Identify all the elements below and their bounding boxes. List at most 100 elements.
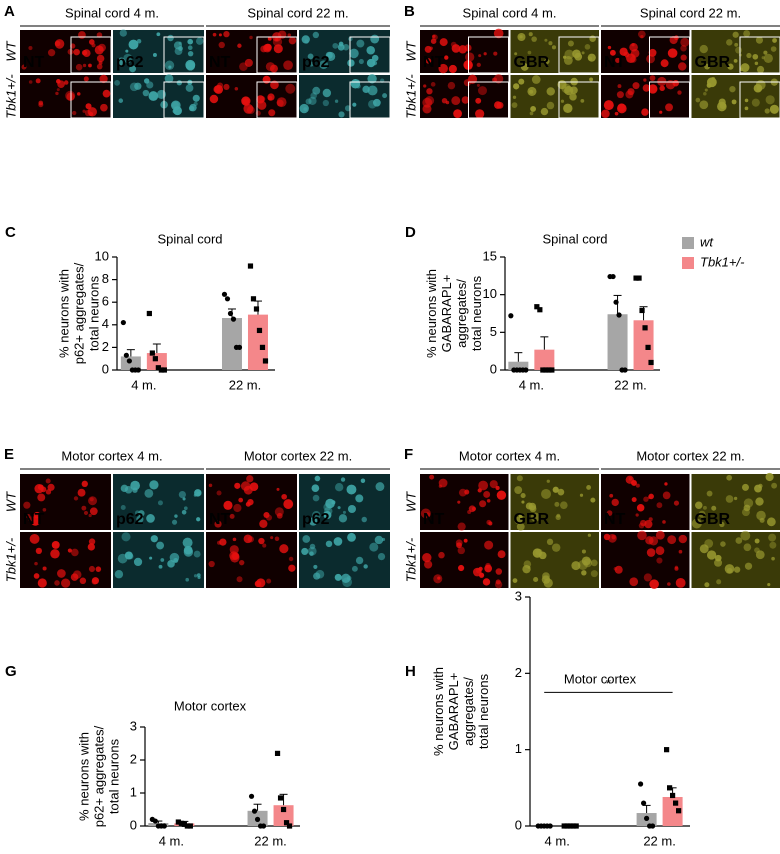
cell (528, 32, 533, 37)
inset (163, 36, 205, 74)
cell (223, 83, 230, 91)
data-point (123, 352, 129, 358)
cell (96, 32, 103, 38)
cell (130, 480, 140, 491)
cell (461, 96, 470, 104)
cell (590, 559, 598, 567)
cell (733, 496, 738, 501)
cell (464, 489, 470, 495)
data-point (251, 808, 258, 814)
cell (270, 536, 274, 540)
cell (54, 40, 61, 47)
cell (674, 35, 679, 41)
data-point (262, 358, 269, 364)
cell (98, 43, 106, 52)
cell (482, 578, 491, 586)
cell (182, 497, 186, 501)
panel-letter: F (404, 446, 413, 463)
cell (699, 100, 709, 110)
cell (91, 577, 99, 585)
x-tick-label: 22 m. (229, 377, 262, 392)
cell (260, 45, 268, 53)
cell (42, 566, 47, 571)
cell (169, 552, 180, 563)
cell (662, 491, 671, 500)
cell (656, 502, 663, 509)
y-axis-label: GABARAPL+ (446, 673, 461, 751)
cell (167, 34, 174, 42)
y-tick-label: 2 (130, 751, 137, 766)
channel-label: NT (423, 54, 445, 71)
panel-letter: E (4, 446, 14, 463)
cell (311, 484, 320, 493)
cell (219, 538, 227, 546)
cell (152, 52, 157, 57)
cell (164, 60, 175, 70)
micrograph (691, 474, 780, 530)
cell (262, 543, 267, 548)
cell (493, 28, 504, 39)
cell (342, 510, 346, 514)
cell (755, 79, 766, 90)
cell (136, 515, 144, 523)
cell (363, 564, 368, 569)
cell (438, 63, 448, 74)
cell (238, 497, 244, 503)
cell (540, 107, 549, 116)
cell (347, 59, 355, 67)
cell (475, 109, 485, 119)
cell (83, 510, 89, 516)
y-tick-label: 1 (515, 741, 522, 756)
cell (769, 541, 777, 549)
chart-title: Motor cortex (564, 671, 637, 686)
inset (739, 36, 780, 74)
cell (512, 95, 517, 99)
cell (755, 550, 765, 560)
data-point (543, 367, 549, 373)
cell (65, 90, 76, 101)
cell (476, 62, 481, 68)
y-tick-label: 8 (102, 271, 109, 286)
cell (638, 30, 646, 39)
cell (276, 512, 283, 519)
chart-title: Spinal cord (542, 231, 607, 246)
cell (369, 542, 379, 552)
cell (285, 83, 296, 94)
cell (479, 500, 487, 508)
cell (422, 104, 432, 114)
channel-label: GBR (514, 54, 550, 71)
channel-label: NT (23, 54, 45, 71)
data-point (253, 306, 260, 312)
data-point (642, 325, 648, 331)
legend-swatch (682, 237, 694, 249)
cell (351, 565, 358, 572)
column-header: Motor cortex 22 m. (244, 448, 352, 463)
cell (478, 566, 483, 571)
cell (431, 34, 438, 41)
cell (381, 537, 386, 542)
cell (648, 493, 654, 500)
cell (424, 96, 435, 106)
cell (636, 504, 645, 512)
cell (332, 42, 339, 49)
x-tick-label: 22 m. (254, 833, 287, 848)
cell (322, 99, 329, 107)
data-point (523, 367, 529, 373)
cell (281, 493, 287, 500)
cell (301, 547, 309, 555)
cell (100, 103, 108, 112)
cell (726, 474, 733, 481)
cell (589, 77, 594, 82)
cell (181, 510, 187, 515)
data-point (633, 275, 639, 281)
data-point (570, 823, 576, 829)
cell (720, 541, 726, 547)
cell (309, 543, 316, 550)
cell (756, 65, 765, 74)
cell (304, 39, 309, 44)
cell (667, 535, 677, 545)
cell (672, 79, 679, 87)
cell (312, 494, 320, 502)
cell (489, 480, 498, 489)
y-axis-label: total neurons (86, 275, 101, 351)
